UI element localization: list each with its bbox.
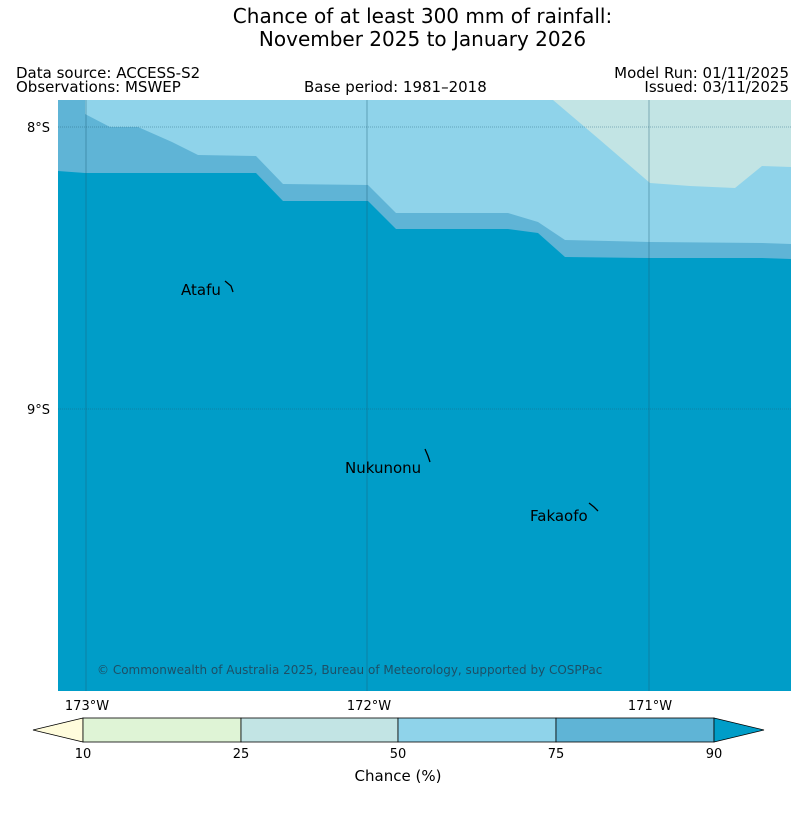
lat-label-8s: 8°S — [27, 121, 50, 136]
colorbar-segment-10-25 — [82, 717, 242, 743]
atafu-atoll-icon — [224, 280, 234, 293]
colorbar-extend-high — [713, 717, 765, 743]
place-label-nukunonu: Nukunonu — [345, 459, 421, 477]
colorbar-tick-10: 10 — [75, 747, 92, 762]
title-line-2: November 2025 to January 2026 — [258, 27, 587, 51]
lon-label-171w: 171°W — [628, 699, 672, 714]
fakaofo-atoll-icon — [588, 502, 599, 512]
colorbar-label: Chance (%) — [355, 767, 442, 785]
gridlines — [58, 100, 791, 691]
observations-text: Observations: MSWEP — [16, 78, 181, 96]
colorbar-tick-50: 50 — [390, 747, 407, 762]
model-run-text: Model Run: 01/11/2025 — [614, 64, 789, 82]
lat-label-9s: 9°S — [27, 403, 50, 418]
colorbar-segment-50-75 — [397, 717, 557, 743]
colorbar-segment-75-90 — [555, 717, 715, 743]
data-source-text: Data source: ACCESS-S2 — [16, 64, 201, 82]
probability-region-25-50 — [553, 100, 791, 188]
base-period-text: Base period: 1981–2018 — [304, 78, 487, 96]
nukunonu-atoll-icon — [424, 448, 431, 463]
title-line-1: Chance of at least 300 mm of rainfall: — [232, 4, 613, 28]
place-label-fakaofo: Fakaofo — [530, 507, 588, 525]
colorbar: 10 25 50 75 90 Chance (%) — [32, 717, 765, 785]
colorbar-extend-low — [32, 717, 84, 743]
colorbar-tick-75: 75 — [548, 747, 565, 762]
copyright-text: © Commonwealth of Australia 2025, Bureau… — [97, 663, 602, 677]
lon-label-172w: 172°W — [347, 699, 391, 714]
colorbar-tick-25: 25 — [233, 747, 250, 762]
colorbar-segment-25-50 — [240, 717, 399, 743]
issued-text: Issued: 03/11/2025 — [644, 78, 789, 96]
place-label-atafu: Atafu — [181, 281, 221, 299]
lon-label-173w: 173°W — [65, 699, 109, 714]
colorbar-tick-90: 90 — [706, 747, 723, 762]
